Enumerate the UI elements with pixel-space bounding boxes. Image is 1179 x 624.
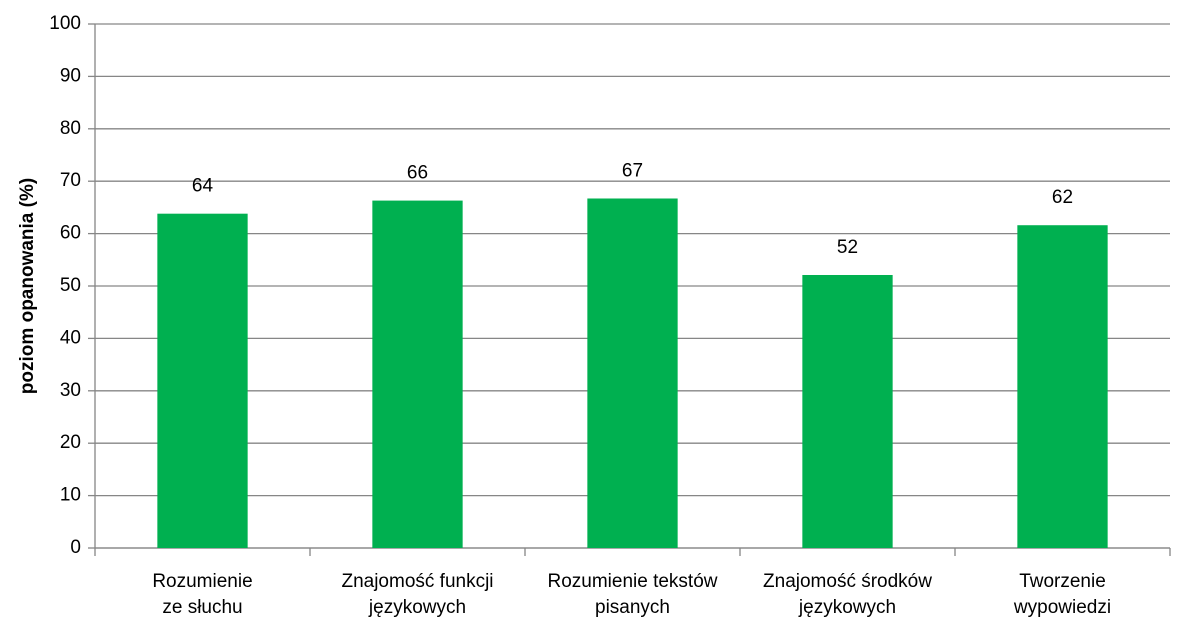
y-tick-label: 50 — [60, 275, 81, 296]
y-tick-label: 20 — [60, 432, 81, 453]
y-tick-label: 0 — [70, 537, 81, 558]
y-tick-label: 100 — [49, 13, 81, 34]
x-tick-label: Znajomość środków językowych — [763, 571, 932, 618]
bar — [157, 213, 248, 549]
y-tick-label: 30 — [60, 380, 81, 401]
bar — [372, 200, 463, 548]
x-tick-label: Rozumienie tekstów pisanych — [547, 571, 717, 618]
bar — [1017, 225, 1108, 548]
value-label: 66 — [407, 163, 428, 184]
value-label: 52 — [837, 237, 858, 258]
y-tick-label: 10 — [60, 485, 81, 506]
value-label: 67 — [622, 160, 643, 181]
bar — [802, 274, 893, 548]
y-axis-label: poziom opanowania (%) — [17, 178, 38, 394]
y-tick-label: 60 — [60, 223, 81, 244]
value-label: 64 — [192, 176, 214, 197]
bar — [587, 198, 678, 548]
x-tick-label: Tworzenie wypowiedzi — [1013, 571, 1111, 618]
x-tick-label: Rozumienie ze słuchu — [152, 571, 252, 618]
y-tick-label: 40 — [60, 327, 81, 348]
y-tick-label: 80 — [60, 118, 81, 139]
y-tick-label: 90 — [60, 65, 81, 86]
y-tick-label: 70 — [60, 170, 81, 191]
value-label: 62 — [1052, 187, 1073, 208]
x-tick-label: Znajomość funkcji językowych — [341, 571, 493, 618]
